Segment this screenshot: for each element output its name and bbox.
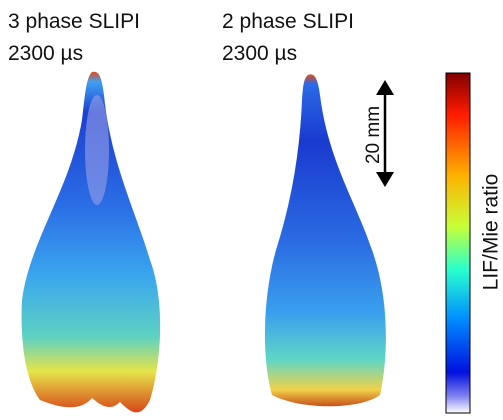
scale-label: 20 mm (363, 106, 384, 164)
arrow-head (376, 172, 394, 187)
panel-time: 2300 µs (222, 42, 297, 65)
colorbar (445, 72, 471, 414)
spray-image (264, 74, 386, 407)
panel-title: 2 phase SLIPI (222, 10, 354, 33)
spray-image (21, 71, 161, 413)
panel-title: 3 phase SLIPI (8, 10, 140, 33)
arrow-head (376, 80, 394, 95)
colorbar-label: LIF/Mie ratio (480, 174, 503, 291)
panel-time: 2300 µs (8, 42, 83, 65)
spray-core (85, 95, 109, 205)
